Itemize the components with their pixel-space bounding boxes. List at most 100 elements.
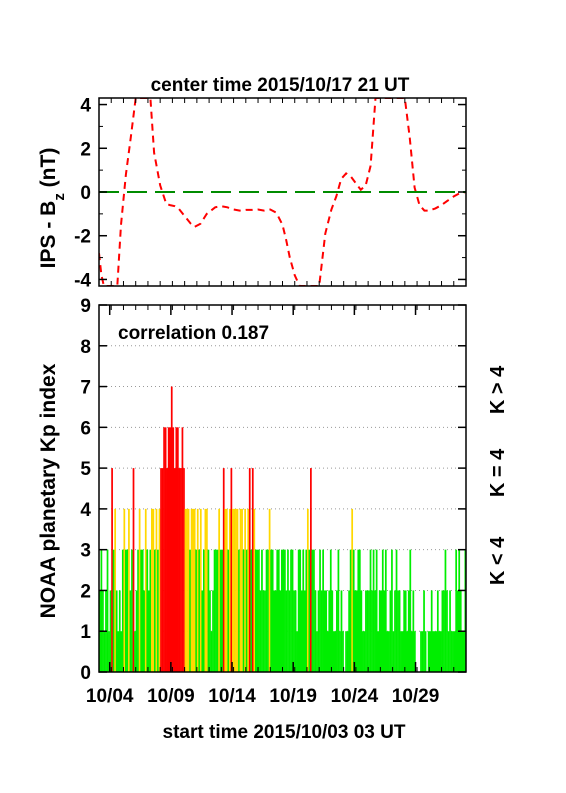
bz-y-tick-label: -4 (74, 270, 91, 291)
kp-bar (160, 468, 162, 672)
kp-bar (143, 590, 146, 672)
kp-bar (193, 508, 196, 672)
kp-y-tick-label: 0 (80, 663, 91, 684)
kp-bar (239, 508, 242, 672)
legend-k-lt-4: K < 4 (487, 536, 509, 585)
kp-bar (331, 590, 334, 672)
kp-bar (394, 590, 396, 672)
kp-bar (192, 508, 195, 672)
chart-title: center time 2015/10/17 21 UT (151, 75, 410, 96)
kp-bar (389, 590, 392, 672)
kp-bar (228, 508, 231, 672)
kp-bar (456, 590, 459, 672)
kp-bar (195, 549, 198, 672)
kp-bar (141, 549, 144, 672)
kp-bar (178, 468, 181, 672)
kp-bar (187, 508, 190, 672)
kp-bar (436, 590, 439, 672)
kp-bar (190, 508, 193, 672)
kp-bar (199, 508, 202, 672)
kp-bar (126, 549, 129, 672)
kp-bar (409, 549, 412, 672)
kp-bar (329, 549, 332, 672)
kp-bar (339, 631, 341, 672)
kp-bar (198, 549, 201, 672)
kp-bar (175, 427, 178, 672)
kp-bar (202, 549, 205, 672)
kp-bar (210, 631, 213, 672)
kp-bar (121, 549, 124, 672)
kp-bar (410, 631, 413, 672)
kp-bar (447, 631, 450, 672)
kp-bar (320, 590, 323, 672)
kp-bar (293, 590, 295, 672)
bz-y-axis-label-unit: (nT) (37, 148, 60, 193)
kp-bar (438, 631, 441, 672)
kp-bar (381, 549, 384, 672)
kp-y-axis-label: NOAA planetary Kp index (37, 363, 60, 618)
kp-bar (461, 631, 464, 672)
kp-bar (313, 549, 315, 672)
bz-y-tick-label: 4 (80, 96, 91, 117)
kp-bar (209, 590, 211, 672)
kp-bar (308, 549, 311, 672)
kp-bar (112, 549, 115, 672)
kp-bar (386, 631, 389, 672)
kp-bar (135, 590, 138, 672)
kp-bar (357, 549, 360, 672)
kp-bar (285, 590, 288, 672)
legend-k-eq-4: K = 4 (487, 448, 509, 497)
kp-bar (449, 590, 451, 672)
kp-bar (317, 590, 320, 672)
kp-y-tick-label: 1 (80, 622, 91, 643)
kp-bar (259, 590, 262, 672)
kp-bar (201, 590, 204, 672)
kp-bar (176, 427, 179, 672)
kp-bar (221, 549, 224, 672)
kp-bar (462, 631, 465, 672)
kp-bar (166, 468, 169, 672)
kp-bar (435, 631, 438, 672)
kp-bar (204, 508, 207, 672)
kp-bar (224, 508, 227, 672)
kp-bar (294, 590, 297, 672)
kp-bar (215, 549, 217, 672)
kp-bar (114, 508, 117, 672)
kp-bar (245, 549, 248, 672)
kp-bar (302, 549, 305, 672)
kp-bar (207, 549, 210, 672)
kp-bar (288, 590, 291, 672)
kp-bar (446, 590, 448, 672)
kp-x-tick-label: 10/04 (86, 686, 134, 707)
kp-bar (152, 508, 155, 672)
kp-bar (407, 590, 410, 672)
kp-bar (391, 549, 393, 672)
kp-bar (189, 549, 191, 672)
kp-bar (235, 508, 237, 672)
kp-panel: 0 1 2 3 4 5 6 7 8 9 10/04 10/09 10/14 10/19 10/24 10/29 (80, 296, 467, 707)
kp-bar (253, 508, 256, 672)
bz-y-axis-label-subscript: z (51, 193, 68, 201)
kp-bar (458, 549, 461, 672)
kp-bar (117, 631, 120, 672)
kp-bar (314, 590, 317, 672)
kp-y-tick-label: 2 (80, 581, 91, 602)
bz-series-line (99, 98, 466, 286)
kp-bar (100, 549, 103, 672)
kp-bar (352, 549, 355, 672)
kp-bar (147, 590, 150, 672)
bz-y-tick-label: 2 (80, 139, 91, 160)
kp-bar (362, 631, 364, 672)
kp-bar (247, 508, 250, 672)
kp-bar (297, 549, 300, 672)
kp-bar (443, 590, 445, 672)
kp-bar (303, 590, 306, 672)
kp-bar (103, 631, 106, 672)
kp-bar (377, 631, 380, 672)
kp-bar (337, 549, 340, 672)
kp-bar (276, 549, 279, 672)
kp-bar (348, 590, 350, 672)
kp-bar (230, 468, 233, 672)
kp-bar (274, 590, 277, 672)
kp-y-tick-label: 3 (80, 541, 91, 562)
